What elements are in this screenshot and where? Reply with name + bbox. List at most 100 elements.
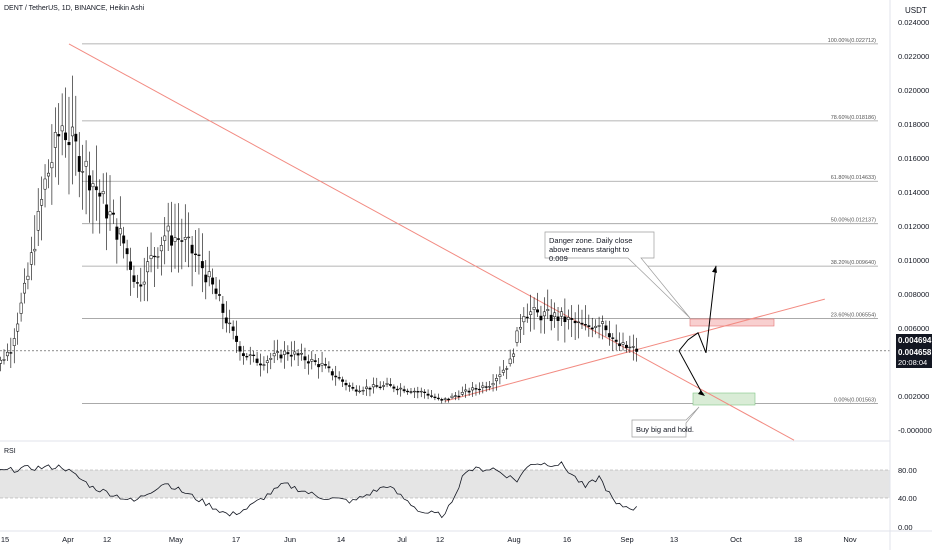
candle-body (426, 393, 430, 396)
candle-body (317, 364, 321, 368)
candle-body (525, 316, 529, 319)
candle-body (518, 326, 522, 330)
fib-level-label: 0.00%(0.001563) (834, 397, 876, 403)
candle-body (40, 199, 44, 206)
candle-body (108, 211, 112, 216)
candle-body (235, 335, 239, 342)
candle-body (443, 398, 447, 400)
time-tick-label: 12 (103, 535, 111, 544)
candle-body (173, 237, 177, 242)
candle-body (296, 353, 300, 356)
candle-body (115, 226, 119, 240)
candle-body (433, 396, 437, 398)
candle-body (200, 261, 204, 269)
candle-body (269, 357, 273, 360)
candle-body (228, 322, 232, 325)
candle-body (180, 240, 184, 242)
fib-level-label: 23.60%(0.006554) (831, 313, 876, 319)
candle-body (371, 384, 375, 388)
candle-body (146, 261, 150, 273)
candle-body (453, 395, 457, 397)
candle-body (36, 211, 40, 231)
time-tick-label: Sep (620, 535, 633, 544)
candle-body (601, 321, 604, 324)
candle-body (259, 363, 262, 366)
candle-body (529, 311, 533, 315)
bullish-projection (678, 265, 717, 353)
candle-body (621, 342, 625, 345)
candle-body (194, 253, 197, 256)
candle-body (481, 385, 485, 388)
candle-body (341, 379, 345, 382)
candle-body (262, 364, 266, 366)
candle-body (573, 320, 577, 324)
candle-body (197, 254, 201, 256)
candlesticks (0, 75, 639, 404)
candle-body (628, 346, 632, 349)
candle-body (67, 142, 71, 146)
candle-body (539, 315, 543, 321)
candle-body (303, 356, 307, 361)
candle-body (358, 390, 362, 393)
candle-body (515, 330, 519, 343)
time-tick-label: 15 (1, 535, 9, 544)
candle-body (88, 175, 91, 191)
candle-body (313, 360, 317, 363)
candle-body (64, 132, 68, 141)
price-axis: 0.024000 0.022000 0.020000 0.018000 0.016000… (889, 0, 932, 550)
price-tick-label: 0.020000 (898, 86, 929, 95)
candle-body (221, 303, 225, 313)
candle-body (498, 374, 502, 377)
buy-callout-box (631, 406, 700, 438)
time-tick-label: 18 (794, 535, 802, 544)
candle-body (282, 350, 286, 355)
price-tick-label: 0.006000 (898, 324, 929, 333)
trendlines (68, 43, 825, 441)
candle-body (631, 346, 635, 348)
candle-body (132, 275, 136, 282)
candle-body (142, 281, 146, 285)
candle-body (474, 388, 478, 390)
time-tick-label: Aug (507, 535, 520, 544)
candle-body (286, 352, 290, 355)
price-tick-label: 0.024000 (898, 18, 929, 27)
candle-body (118, 228, 122, 235)
candle-body (412, 390, 416, 393)
candle-body (81, 171, 85, 173)
time-tick-label: 14 (337, 535, 345, 544)
candle-body (560, 311, 563, 317)
candle-body (70, 126, 74, 137)
candle-body (382, 385, 386, 387)
candle-body (337, 377, 341, 379)
rsi-label: RSI (4, 448, 16, 455)
candle-body (536, 309, 539, 313)
time-tick-label: 17 (232, 535, 240, 544)
candle-body (84, 160, 88, 167)
candle-body (566, 317, 570, 320)
candle-body (532, 307, 536, 310)
price-tick-label: 0.010000 (898, 256, 929, 265)
candle-body (430, 395, 433, 397)
projection-arrows (678, 265, 717, 396)
candle-body (467, 390, 471, 393)
time-tick-label: Jul (397, 535, 407, 544)
fib-level-label: 61.80%(0.014633) (831, 175, 876, 181)
buy-note: Buy big and hold. (636, 425, 694, 434)
candle-body (310, 359, 314, 362)
candle-body (385, 383, 389, 385)
trendline-descending (68, 43, 795, 441)
candle-body (324, 364, 327, 366)
candle-body (255, 358, 259, 363)
candle-body (488, 386, 492, 388)
price-tick-label: 0.012000 (898, 222, 929, 231)
time-tick-label: Jun (284, 535, 296, 544)
candle-body (12, 338, 16, 346)
candle-body (211, 277, 215, 285)
candle-body (590, 327, 594, 330)
candle-body (549, 314, 553, 322)
danger-callout-box (544, 231, 691, 319)
fibonacci-retracement: 100.00%(0.022712) 78.60%(0.018186) 61.80%(… (0, 38, 890, 404)
candle-body (389, 384, 392, 386)
candle-body (542, 311, 546, 317)
